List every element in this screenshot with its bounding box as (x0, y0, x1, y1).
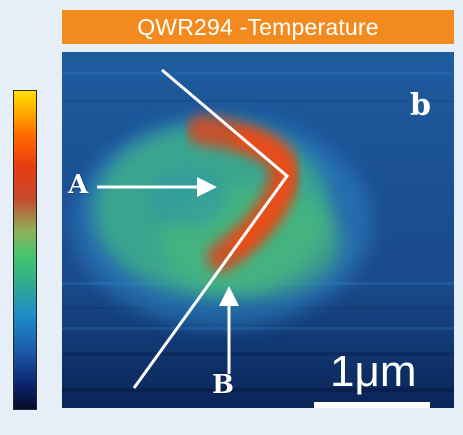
arrow-a-icon (97, 177, 217, 197)
wire-outline (132, 68, 290, 389)
temperature-map-graphic (62, 68, 454, 392)
figure-title: QWR294 -Temperature (62, 10, 454, 44)
panel-label: b (410, 88, 431, 123)
scale-bar-label: 1μm (330, 347, 417, 396)
label-a: A (68, 170, 89, 200)
color-scale-bar (13, 90, 37, 410)
arrow-b-icon (219, 286, 239, 374)
temperature-map: A B b 1μm (62, 52, 454, 408)
label-b: B (212, 370, 234, 400)
scale-bar (314, 402, 430, 408)
